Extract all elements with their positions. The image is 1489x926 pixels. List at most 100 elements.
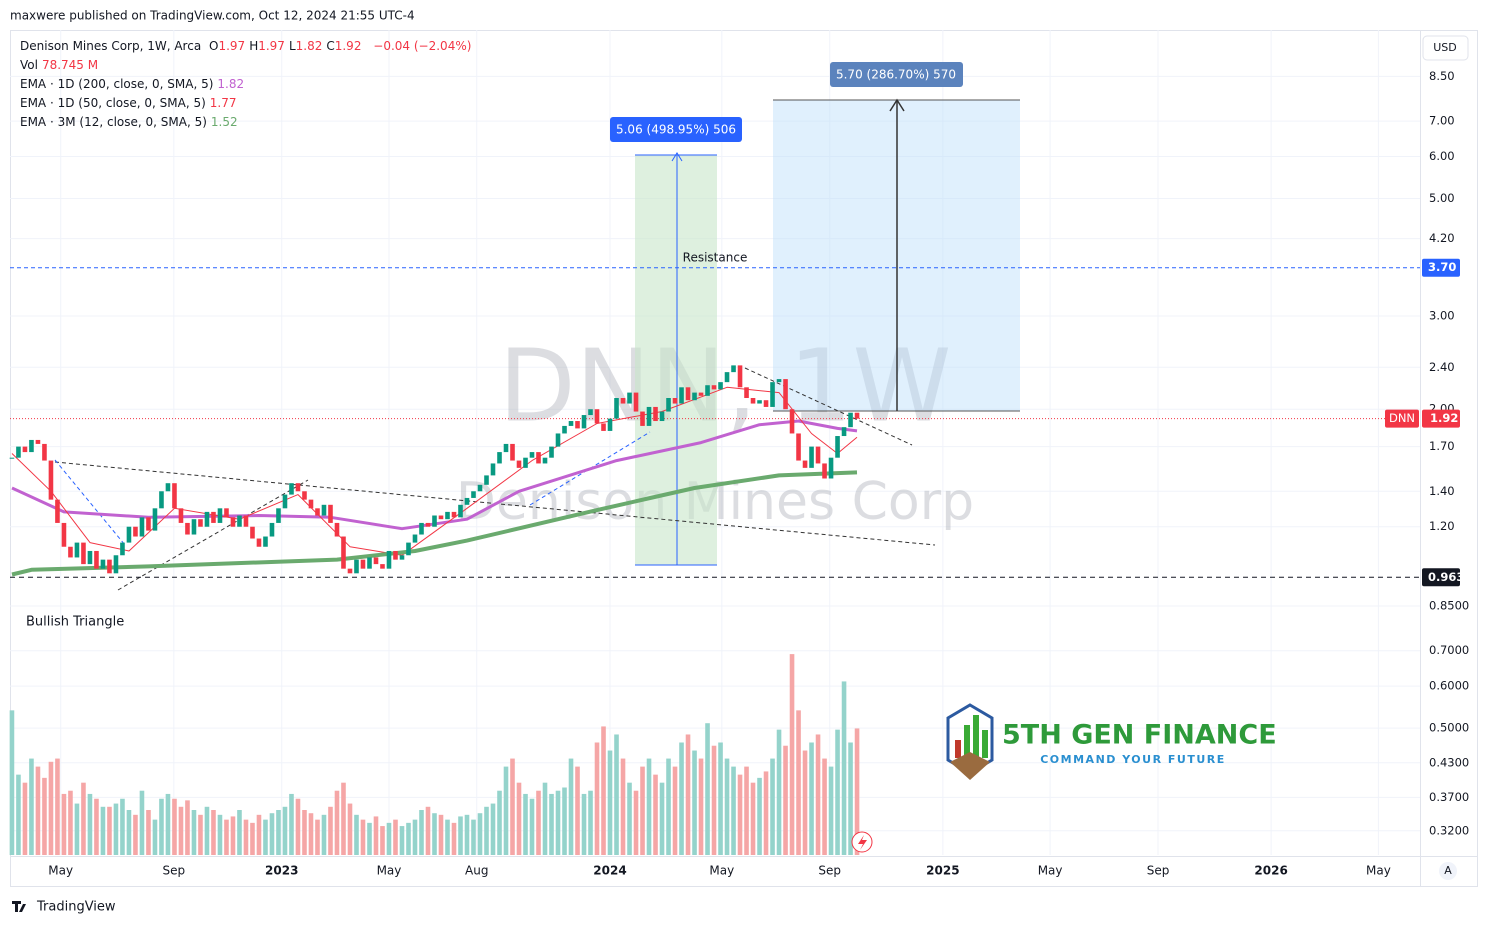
x-tick-label: Sep (163, 864, 186, 878)
volume-bar (841, 681, 847, 855)
candle (640, 411, 645, 426)
candle (48, 460, 54, 500)
candle (334, 522, 340, 537)
volume-bar (809, 742, 814, 855)
volume-bar (204, 806, 210, 855)
legend-ohlc-value: 1.92 (334, 39, 362, 53)
logo-bar (955, 740, 961, 758)
candle (165, 483, 171, 492)
legend-ema-name: EMA · 3M (12, close, 0, SMA, 5) (20, 115, 207, 129)
volume-bar (217, 814, 223, 855)
volume-bar (373, 816, 379, 855)
legend-main: Denison Mines Corp, 1W, Arca O1.97 H1.97 L… (20, 37, 475, 56)
volume-bar (705, 723, 710, 855)
candle (354, 559, 359, 574)
volume-bar (172, 798, 177, 855)
volume-bar (692, 750, 697, 855)
price-axis: 8.507.006.005.004.203.002.402.001.701.40… (48, 69, 1472, 878)
volume-bar (367, 822, 372, 855)
y-tick-label: 0.6000 (1429, 679, 1469, 693)
candle (191, 519, 197, 535)
volume-bar (243, 819, 249, 855)
volume-bar (406, 822, 411, 855)
y-tick-label: 1.40 (1429, 484, 1455, 498)
volume-bar (139, 790, 145, 855)
volume-bar (237, 810, 242, 855)
volume-bar (81, 782, 86, 855)
volume-bar (211, 810, 216, 855)
range-label: 5.70 (286.70%) 570 (836, 68, 956, 82)
range-arrowhead (889, 98, 905, 112)
volume-bar (152, 819, 158, 855)
candle (458, 504, 463, 518)
candle (120, 542, 125, 556)
legend-ohlc-value: 1.97 (258, 39, 285, 53)
candle (282, 494, 288, 509)
candle (237, 515, 242, 527)
volume-bar (230, 816, 236, 855)
candle (256, 538, 262, 547)
candle (620, 398, 626, 404)
legend-ema-name: EMA · 1D (50, close, 0, SMA, 5) (20, 96, 206, 110)
y-tick-label: 1.70 (1429, 439, 1455, 453)
logo: 5TH GEN FINANCE COMMAND YOUR FUTURE (946, 703, 1277, 780)
volume-bar (74, 803, 80, 855)
volume-bar (438, 814, 444, 855)
candle (679, 387, 684, 404)
candle (614, 398, 619, 419)
volume-bar (822, 758, 827, 855)
tv-logo (12, 901, 26, 912)
auto-button[interactable] (1439, 862, 1457, 880)
candle (750, 398, 756, 404)
volume-bar (42, 777, 47, 855)
volume-bar (289, 793, 294, 855)
legend-ema-row: EMA · 3M (12, close, 0, SMA, 5) 1.52 (20, 113, 242, 132)
candle (347, 568, 353, 574)
price-badge-label: 3.70 (1428, 260, 1456, 274)
logo-title: 5TH GEN FINANCE (1002, 720, 1277, 751)
volume-bar (308, 813, 314, 855)
candle (250, 526, 255, 539)
candle (328, 504, 333, 523)
candle (61, 522, 67, 547)
volume-bar (341, 782, 346, 855)
volume-bar (744, 766, 749, 855)
legend-symbol: Denison Mines Corp, 1W, Arca (20, 39, 202, 53)
x-tick-label: 2026 (1254, 864, 1287, 878)
volume-bar (666, 758, 671, 855)
volume-bar (835, 729, 840, 855)
candle (588, 409, 593, 416)
volume-bar (731, 766, 736, 855)
candle (315, 508, 320, 516)
currency-button[interactable] (1422, 35, 1469, 61)
candle (302, 491, 307, 500)
range-arrowhead (671, 152, 683, 162)
last-price-name-badge (1385, 409, 1419, 428)
candle (204, 511, 210, 527)
volume-bar (510, 758, 515, 855)
candle (510, 443, 515, 461)
x-tick-label: 2023 (265, 864, 298, 878)
volume-bar (815, 734, 821, 855)
candle (562, 425, 567, 434)
volume-bar (516, 782, 522, 855)
volume-bar (542, 782, 548, 855)
legend-ema-row: EMA · 1D (50, close, 0, SMA, 5) 1.77 (20, 94, 241, 113)
legend-ohlc-value: 1.82 (295, 39, 323, 53)
volume-bar (458, 816, 463, 855)
volume-bar (159, 798, 164, 855)
trend-line (54, 459, 126, 546)
volume-bar (464, 814, 470, 855)
volume-bar (620, 758, 626, 855)
candle (770, 382, 775, 407)
legend-ohlc-key: C (326, 39, 335, 53)
candle (133, 526, 138, 537)
candle (146, 517, 151, 531)
volume-bar (302, 810, 307, 855)
volume-bar (55, 758, 60, 855)
volume-bar (503, 766, 509, 855)
trend-line (117, 479, 309, 591)
volume-bar (198, 814, 203, 855)
volume-bar (529, 798, 535, 855)
